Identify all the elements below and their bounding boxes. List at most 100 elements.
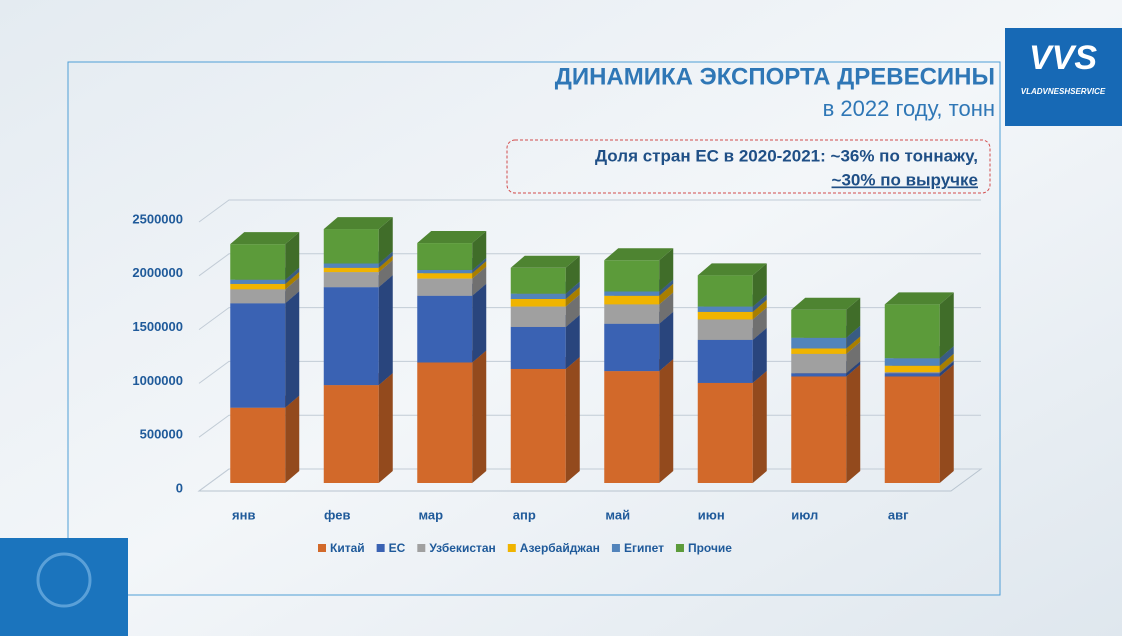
bar-side (752, 294, 767, 312)
bar-front (510, 299, 566, 307)
bar-front (604, 304, 660, 324)
globe-icon (36, 552, 92, 608)
legend-label: Египет (624, 541, 664, 555)
bar-side (846, 341, 861, 374)
bar-segment (604, 248, 674, 292)
bar-front (697, 306, 753, 312)
bar-front (791, 376, 847, 483)
bar-front (697, 275, 753, 307)
bar-side (565, 356, 580, 483)
bar-front (323, 263, 379, 268)
bar-side (939, 364, 954, 483)
legend-label: Прочие (688, 541, 732, 555)
bar-front (417, 295, 473, 363)
bar-side (659, 279, 674, 296)
bar-side (285, 267, 300, 284)
legend-label: Китай (330, 541, 365, 555)
bar-front (323, 229, 379, 264)
bar-side (846, 325, 861, 349)
bar-front (323, 385, 379, 483)
bar-top (323, 217, 393, 230)
bar-side (565, 255, 580, 294)
legend-swatch (675, 544, 684, 552)
bar-side (285, 271, 300, 290)
bar-front (791, 373, 847, 377)
bar-top (697, 263, 767, 276)
bar-front (510, 306, 566, 327)
bar-side (472, 261, 487, 279)
bar-side (378, 275, 393, 386)
legend-swatch (507, 544, 516, 552)
legend-swatch (417, 544, 426, 552)
bar-front (510, 368, 566, 483)
legend-swatch (318, 544, 326, 552)
bar-segment (791, 297, 861, 338)
bar-segment (510, 255, 580, 294)
bar-front (697, 319, 753, 340)
bar-side (285, 395, 300, 483)
bar-front (604, 323, 660, 372)
bar-side (472, 257, 487, 274)
bar-segment (323, 373, 393, 483)
y-tick-label: 500000 (140, 427, 183, 442)
bar-top (604, 248, 674, 261)
bar-side (752, 307, 767, 340)
bar-side (659, 311, 674, 372)
bar-front (697, 311, 753, 320)
bar-segment (417, 231, 487, 270)
legend-swatch (376, 544, 385, 552)
bar-segment (230, 232, 300, 280)
x-tick-label: май (605, 507, 630, 522)
legend-label: Азербайджан (520, 541, 600, 555)
bar-front (697, 382, 753, 483)
frame (67, 61, 1001, 596)
bar-side (939, 346, 954, 366)
bar-side (752, 263, 767, 307)
bar-side (846, 336, 861, 354)
logo-mark: VVS (1029, 39, 1097, 77)
bar-side (846, 297, 861, 338)
bar-side (752, 299, 767, 320)
bar-front (323, 267, 379, 273)
bar-side (846, 361, 861, 377)
bar-segment (417, 350, 487, 483)
bar-side (472, 350, 487, 483)
bar-side (939, 292, 954, 359)
bar-segment (230, 291, 300, 408)
bar-front (230, 244, 286, 280)
bar-front (791, 337, 847, 349)
bar-front (230, 303, 286, 408)
bar-front (230, 289, 286, 304)
bar-side (472, 231, 487, 270)
bar-side (285, 291, 300, 408)
bar-front (323, 272, 379, 288)
bar-front (697, 339, 753, 383)
bar-front (417, 362, 473, 483)
bar-front (884, 358, 940, 366)
bar-front (230, 283, 286, 290)
bar-front (884, 372, 940, 374)
bar-side (565, 281, 580, 300)
x-tick-label: янв (232, 507, 255, 522)
bar-front (884, 373, 940, 377)
bar-side (378, 260, 393, 288)
logo-name: VLADVNESHSERVICE (1021, 87, 1106, 96)
bar-side (472, 266, 487, 296)
annotation: ~30% по выручке (832, 170, 978, 189)
legend-label: ЕС (389, 541, 406, 555)
bar-segment (323, 275, 393, 386)
grid-line (198, 199, 981, 223)
bar-side (285, 232, 300, 280)
bar-top (230, 232, 300, 245)
bar-front (604, 371, 660, 483)
bar-top (417, 231, 487, 244)
bar-front (510, 293, 566, 300)
bar-side (659, 248, 674, 292)
bar-side (939, 353, 954, 373)
bar-front (791, 348, 847, 354)
x-tick-label: мар (418, 507, 443, 522)
legend-label: Узбекистан (429, 541, 495, 555)
bar-top (510, 255, 580, 268)
bar-side (565, 314, 580, 369)
